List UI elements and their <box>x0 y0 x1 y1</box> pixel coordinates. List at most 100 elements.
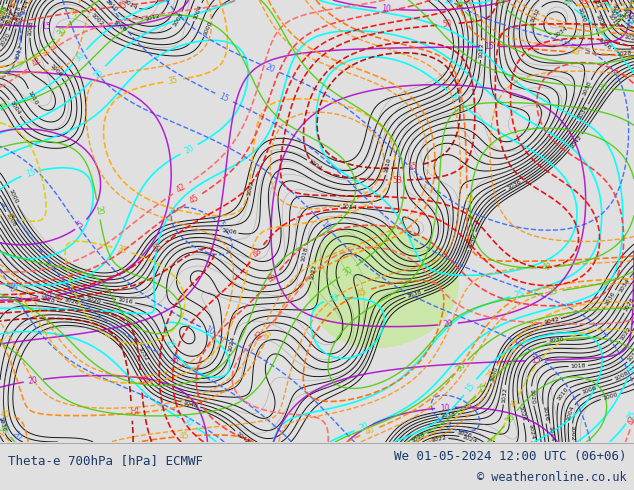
Text: 30: 30 <box>597 83 607 93</box>
Text: 25: 25 <box>625 409 634 422</box>
Text: 1016: 1016 <box>609 8 621 24</box>
Text: 1032: 1032 <box>501 387 507 403</box>
Text: Theta-e 700hPa [hPa] ECMWF: Theta-e 700hPa [hPa] ECMWF <box>8 454 203 467</box>
Text: 1030: 1030 <box>548 338 564 343</box>
Text: 1028: 1028 <box>623 296 634 312</box>
Text: 1020: 1020 <box>623 34 634 43</box>
Text: 1010: 1010 <box>556 387 569 402</box>
Text: 1004: 1004 <box>193 3 203 20</box>
Text: 1014: 1014 <box>548 425 555 441</box>
Text: 1010: 1010 <box>27 90 39 105</box>
Text: 25: 25 <box>451 0 465 11</box>
Text: 1024: 1024 <box>4 2 15 19</box>
Text: 25: 25 <box>514 289 526 300</box>
Text: 20: 20 <box>264 62 276 74</box>
Text: 5: 5 <box>444 421 453 431</box>
Text: 40: 40 <box>0 7 10 20</box>
Text: 1014: 1014 <box>20 0 30 16</box>
Text: 1042: 1042 <box>543 317 560 325</box>
Text: 30: 30 <box>0 424 10 437</box>
Text: 45: 45 <box>356 287 368 299</box>
Text: 42: 42 <box>174 182 188 195</box>
Text: 1004: 1004 <box>307 159 323 172</box>
Text: 5: 5 <box>76 220 86 230</box>
Text: 30: 30 <box>55 25 68 39</box>
Text: 1010: 1010 <box>621 6 634 21</box>
Text: 1032: 1032 <box>137 346 149 362</box>
Text: 1040: 1040 <box>467 233 477 249</box>
Text: 15: 15 <box>218 92 230 104</box>
Text: 30: 30 <box>508 397 521 410</box>
Text: 1028: 1028 <box>616 50 632 56</box>
Text: 1024: 1024 <box>595 14 605 30</box>
Text: 20: 20 <box>28 375 39 386</box>
Text: 1026: 1026 <box>517 405 526 421</box>
Text: 25: 25 <box>92 67 105 80</box>
Text: 15: 15 <box>531 356 540 365</box>
Text: 20: 20 <box>183 143 195 155</box>
Text: 1030: 1030 <box>577 7 586 23</box>
Text: 10: 10 <box>440 403 450 413</box>
Text: 1014: 1014 <box>342 204 358 210</box>
Text: 45: 45 <box>187 193 200 205</box>
Text: 1004: 1004 <box>8 100 21 116</box>
Text: 1006: 1006 <box>221 228 237 235</box>
Text: 48: 48 <box>152 242 165 255</box>
Text: 35: 35 <box>548 287 559 297</box>
Text: 15: 15 <box>484 42 495 51</box>
Text: 30: 30 <box>181 416 194 429</box>
Text: We 01-05-2024 12:00 UTC (06+06): We 01-05-2024 12:00 UTC (06+06) <box>394 450 626 463</box>
Text: 1028: 1028 <box>411 431 427 444</box>
Text: 20: 20 <box>560 0 573 9</box>
Text: 1040: 1040 <box>489 366 499 382</box>
Text: 1022: 1022 <box>590 0 601 10</box>
Text: 30: 30 <box>5 213 17 223</box>
Text: 30: 30 <box>342 265 354 278</box>
Text: 1004: 1004 <box>566 405 575 422</box>
Text: 1028: 1028 <box>39 294 56 303</box>
Text: 1012: 1012 <box>620 12 634 26</box>
Text: 10: 10 <box>320 220 332 233</box>
Text: 42: 42 <box>30 55 43 68</box>
Text: 45: 45 <box>462 193 472 203</box>
Text: 20: 20 <box>504 412 517 425</box>
Text: 1020: 1020 <box>86 295 102 304</box>
Text: 1026: 1026 <box>597 37 612 51</box>
Text: 45: 45 <box>179 431 190 441</box>
Text: 1018: 1018 <box>13 4 22 21</box>
Text: 20: 20 <box>626 362 634 374</box>
Text: 1008: 1008 <box>4 212 17 228</box>
Text: 55: 55 <box>127 406 136 416</box>
Text: 1018: 1018 <box>607 13 619 28</box>
Text: 1016: 1016 <box>117 297 134 305</box>
Text: 1034: 1034 <box>577 105 590 121</box>
Text: © weatheronline.co.uk: © weatheronline.co.uk <box>477 471 626 485</box>
Text: 42: 42 <box>252 329 266 343</box>
Text: 25: 25 <box>164 338 176 350</box>
Text: 1026: 1026 <box>0 13 8 29</box>
Text: 1006: 1006 <box>112 20 127 33</box>
Text: 1022: 1022 <box>619 325 633 341</box>
Text: 1002: 1002 <box>246 179 254 196</box>
Text: 40: 40 <box>0 409 10 420</box>
Text: 1018: 1018 <box>301 246 309 262</box>
Text: 40: 40 <box>595 27 606 37</box>
Text: 1012: 1012 <box>145 14 161 23</box>
Text: 40: 40 <box>364 425 377 437</box>
Text: 55: 55 <box>408 161 418 172</box>
Text: 40: 40 <box>541 263 552 272</box>
Text: 45: 45 <box>570 48 580 57</box>
Text: 15: 15 <box>41 22 51 31</box>
Text: 1028: 1028 <box>0 5 8 22</box>
Text: 30: 30 <box>448 91 462 104</box>
Text: 1010: 1010 <box>384 157 392 173</box>
Text: 1010: 1010 <box>104 0 119 13</box>
Text: 35: 35 <box>0 3 10 16</box>
Text: 35: 35 <box>167 75 179 86</box>
Text: 20: 20 <box>10 430 23 442</box>
Text: 42: 42 <box>627 414 634 426</box>
Text: 1034: 1034 <box>618 277 631 293</box>
Text: 20: 20 <box>93 204 104 216</box>
Text: 45: 45 <box>117 1 127 11</box>
Text: 1008: 1008 <box>613 370 630 381</box>
